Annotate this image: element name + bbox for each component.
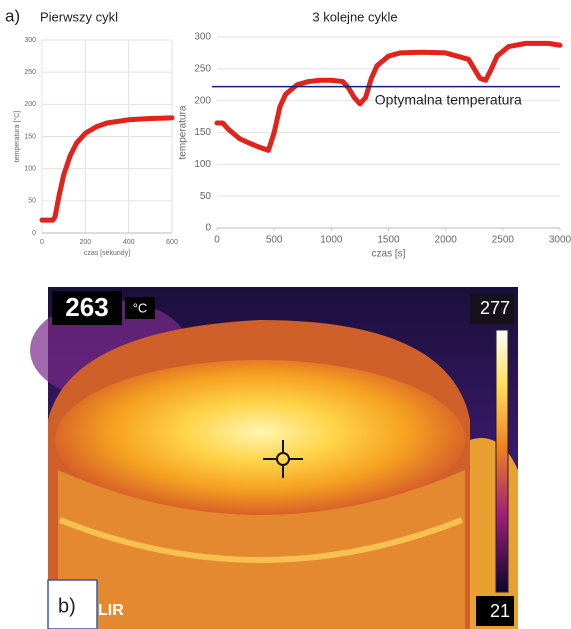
unit: °C	[133, 300, 148, 315]
y-tick-label: 0	[205, 223, 211, 234]
x-tick-label: 1500	[377, 235, 400, 246]
y-tick-label: 50	[28, 198, 36, 205]
chart-title: Pierwszy cykl	[40, 9, 118, 24]
y-tick-label: 300	[24, 37, 36, 44]
x-tick-label: 200	[79, 239, 91, 246]
x-tick-label: 500	[266, 235, 283, 246]
panel-label: b)	[58, 595, 76, 617]
y-tick-label: 100	[24, 166, 36, 173]
scale-max: 277	[480, 298, 510, 318]
x-tick-label: 600	[166, 239, 178, 246]
y-tick-label: 250	[194, 63, 211, 74]
x-tick-label: 1000	[320, 235, 343, 246]
x-tick-label: 0	[214, 235, 220, 246]
y-tick-label: 150	[194, 127, 211, 138]
x-axis-label: czas [s]	[372, 249, 406, 260]
thermal-image	[30, 287, 518, 629]
y-tick-label: 0	[32, 230, 36, 237]
reference-label: Optymalna temperatura	[375, 91, 522, 107]
y-tick-label: 300	[194, 32, 211, 43]
x-tick-label: 400	[123, 239, 135, 246]
x-tick-label: 2500	[492, 235, 515, 246]
figure: a) 263 °C 277 21 LIR b) Pierwszy cykl 0 50…	[0, 0, 571, 629]
x-tick-label: 3000	[549, 235, 571, 246]
scale-min: 21	[490, 601, 510, 621]
spot-temperature: 263	[65, 292, 108, 322]
chart-title: 3 kolejne cykle	[312, 9, 397, 24]
y-tick-label: 200	[24, 101, 36, 108]
x-tick-label: 0	[40, 239, 44, 246]
y-tick-label: 100	[194, 159, 211, 170]
y-axis-label: temperatura [°C]	[13, 111, 21, 162]
y-axis-label: temperatura	[178, 105, 189, 159]
y-tick-label: 150	[24, 133, 36, 140]
brand: LIR	[98, 602, 124, 619]
x-tick-label: 2000	[435, 235, 458, 246]
y-tick-label: 200	[194, 95, 211, 106]
y-tick-label: 50	[200, 191, 212, 202]
panel-label: a)	[5, 6, 20, 25]
y-tick-label: 250	[24, 69, 36, 76]
x-axis-label: czas [sekundy]	[84, 250, 130, 257]
